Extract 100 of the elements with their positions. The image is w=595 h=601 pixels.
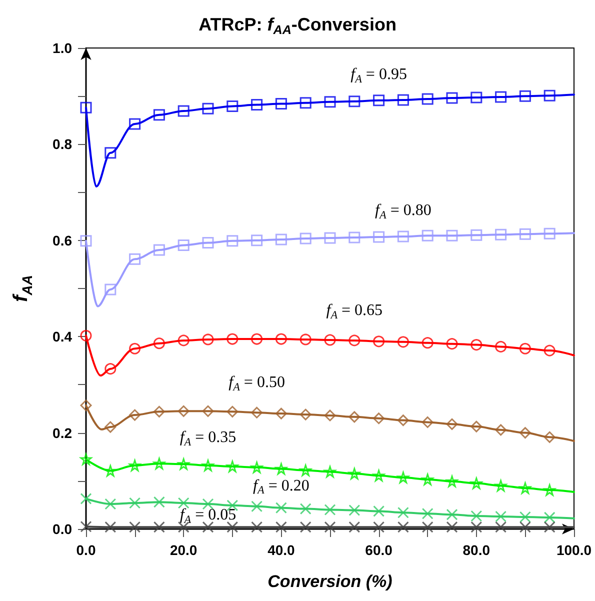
point [178,497,190,509]
point [470,521,482,533]
point [300,521,312,533]
point [446,476,458,488]
point [104,465,116,477]
point [129,497,141,509]
point [153,244,165,256]
point [348,334,360,346]
point [544,484,556,496]
point [251,462,263,474]
y-tick-label: 0.2 [52,424,72,441]
point [422,416,434,428]
point [495,521,507,533]
point [519,427,531,439]
point [153,458,165,470]
point [544,431,556,443]
point [446,521,458,533]
point [80,520,92,532]
point [519,228,531,240]
point [178,334,190,346]
point [324,96,336,108]
point [300,334,312,346]
point [446,338,458,350]
point [153,338,165,350]
point [544,344,556,356]
point [226,460,238,472]
point [202,102,214,114]
point [495,424,507,436]
point [129,118,141,130]
point [251,99,263,111]
point [397,230,409,242]
point [300,503,312,515]
point [80,102,92,114]
point [373,336,385,348]
point [470,420,482,432]
point [422,508,434,520]
point [153,521,165,533]
point [178,105,190,117]
point [373,521,385,533]
x-tick-label: 40.0 [268,542,296,558]
point [104,521,116,533]
point [202,460,214,472]
point [348,232,360,244]
point [324,504,336,516]
point [178,458,190,470]
point [422,474,434,486]
point [251,234,263,246]
point [202,521,214,533]
point [275,521,287,533]
point [153,109,165,121]
point [300,408,312,420]
point [544,228,556,240]
point [470,339,482,351]
point [275,408,287,420]
point [202,334,214,346]
point [348,411,360,423]
point [251,333,263,345]
point [397,336,409,348]
point [495,510,507,522]
point [178,405,190,417]
point [178,239,190,251]
point [104,421,116,433]
point [544,512,556,524]
point [519,342,531,354]
point [348,96,360,108]
point [324,334,336,346]
point [519,90,531,102]
y-tick-label: 0.6 [52,232,72,248]
point [104,363,116,375]
point [153,406,165,418]
point [470,92,482,104]
x-tick-label: 0.0 [76,542,96,558]
point [80,330,92,342]
point [470,510,482,522]
point [275,463,287,475]
point [373,94,385,106]
point [300,232,312,244]
point [324,521,336,533]
point [226,333,238,345]
point [373,470,385,482]
point [446,418,458,430]
point [422,521,434,533]
point [226,235,238,247]
y-tick-label: 0.0 [52,521,72,537]
point [470,478,482,490]
x-tick-label: 60.0 [365,542,393,558]
y-tick-label: 1.0 [52,40,72,56]
point [129,521,141,533]
point [446,508,458,520]
point [446,230,458,242]
point [519,511,531,523]
x-tick-label: 80.0 [462,542,490,558]
point [202,405,214,417]
point [470,229,482,241]
point [495,480,507,492]
x-axis-title: Conversion (%) [268,572,393,591]
y-tick-label: 0.4 [52,328,72,345]
point [275,502,287,514]
point [519,482,531,494]
point [226,406,238,418]
